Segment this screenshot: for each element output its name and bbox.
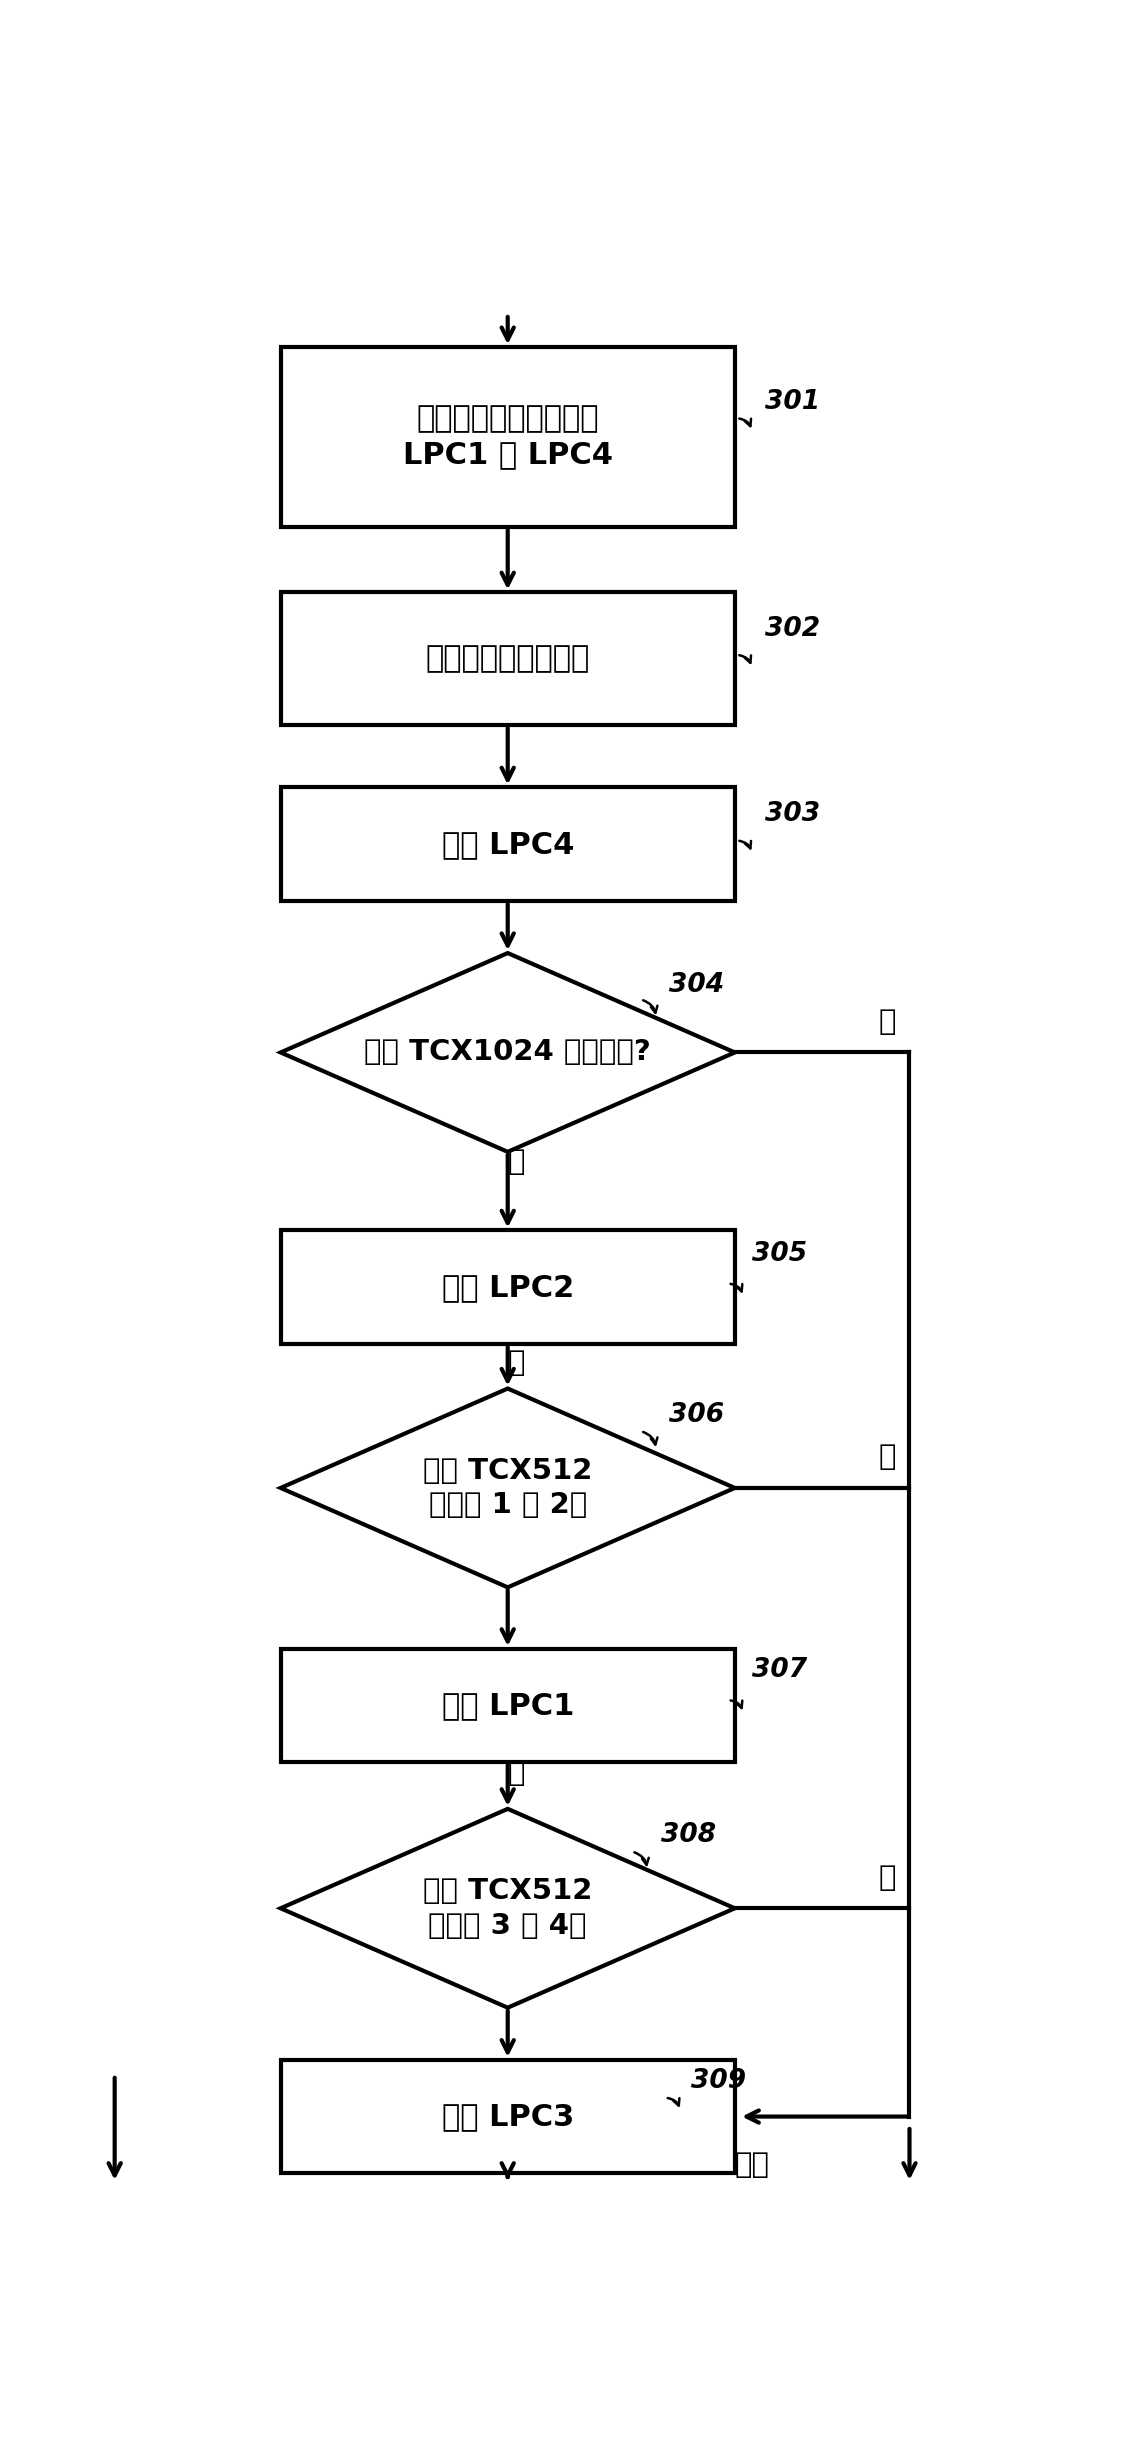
Text: 否: 否 — [507, 1148, 525, 1175]
Text: 发送 LPC2: 发送 LPC2 — [442, 1274, 574, 1301]
Polygon shape — [281, 1810, 735, 2007]
Text: 发送 LPC4: 发送 LPC4 — [442, 829, 574, 858]
Text: 是: 是 — [879, 1443, 896, 1470]
Text: 发送 LPC1: 发送 LPC1 — [442, 1692, 574, 1721]
Text: 结束: 结束 — [735, 2152, 770, 2179]
Text: 使用环外量化方案量化
LPC1 到 LPC4: 使用环外量化方案量化 LPC1 到 LPC4 — [402, 406, 613, 470]
Polygon shape — [281, 1389, 735, 1589]
Text: 309: 309 — [691, 2068, 746, 2095]
Bar — [281, 787, 735, 900]
Bar — [281, 2061, 735, 2174]
Text: 301: 301 — [765, 389, 820, 416]
Text: 否: 否 — [507, 1348, 525, 1377]
Text: 否: 否 — [507, 1761, 525, 1788]
Text: 是: 是 — [879, 1864, 896, 1891]
Text: 302: 302 — [765, 615, 820, 642]
Bar — [281, 347, 735, 526]
Text: 使用 TCX512
编码帧 3 和 4？: 使用 TCX512 编码帧 3 和 4？ — [423, 1876, 593, 1940]
Text: 305: 305 — [753, 1242, 807, 1266]
Text: 编码模式的闭环选择: 编码模式的闭环选择 — [426, 644, 589, 674]
Bar — [281, 1650, 735, 1763]
Text: 是: 是 — [879, 1008, 896, 1035]
Text: 306: 306 — [669, 1402, 725, 1429]
Text: 303: 303 — [765, 802, 820, 829]
Bar — [281, 593, 735, 725]
Text: 307: 307 — [753, 1657, 807, 1684]
Text: 发送 LPC3: 发送 LPC3 — [442, 2102, 574, 2132]
Text: 使用 TCX1024 编码超帧?: 使用 TCX1024 编码超帧? — [364, 1038, 651, 1067]
Polygon shape — [281, 954, 735, 1151]
Text: 使用 TCX512
编码帧 1 和 2？: 使用 TCX512 编码帧 1 和 2？ — [423, 1456, 593, 1520]
Bar — [281, 1230, 735, 1345]
Text: 304: 304 — [669, 971, 725, 998]
Text: 308: 308 — [662, 1822, 717, 1849]
